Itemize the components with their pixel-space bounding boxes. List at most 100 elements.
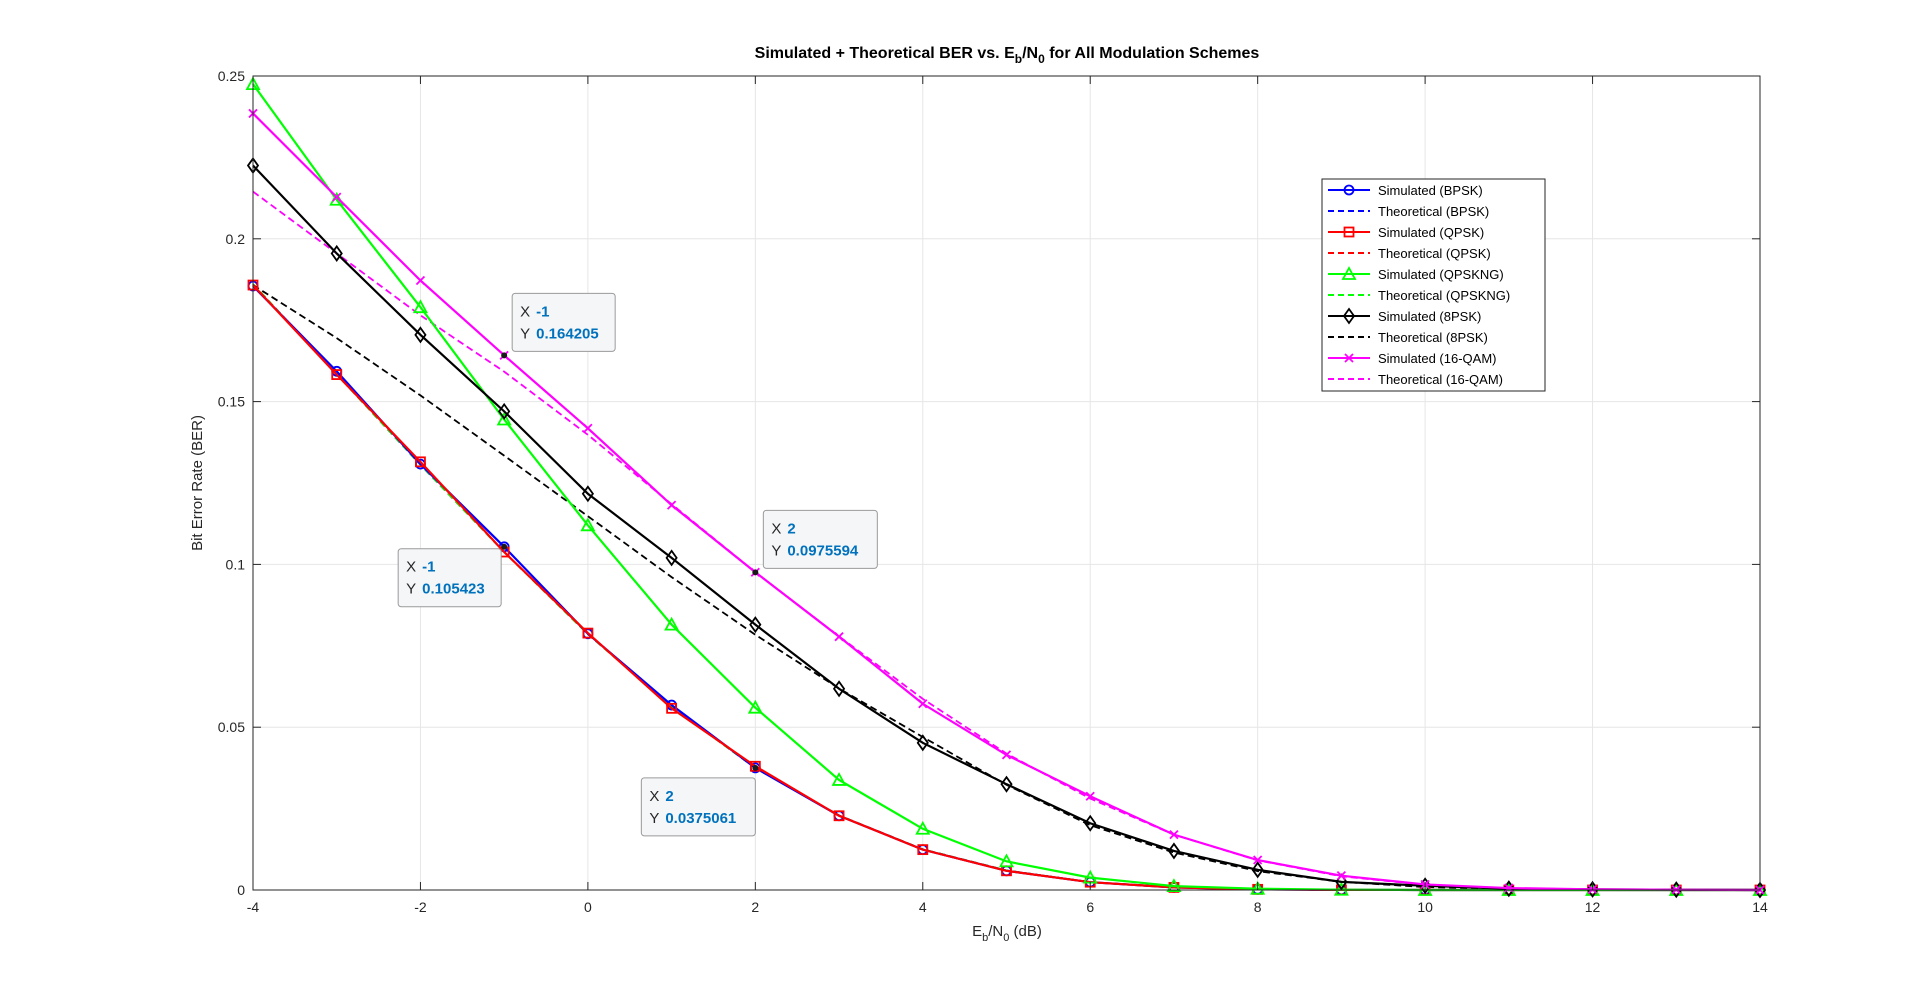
xlabel-sub-b: b <box>982 932 988 944</box>
datatip[interactable]: X -1 Y 0.164205 <box>501 292 616 359</box>
data-point <box>834 632 844 642</box>
legend-entry[interactable]: Theoretical (QPSK) <box>1328 246 1491 261</box>
datatip-box <box>762 509 878 569</box>
datatip-y-label: Y <box>649 810 659 827</box>
datatip-y-value: 0.164205 <box>536 325 599 342</box>
data-point <box>666 500 677 510</box>
legend-marker <box>1344 353 1354 363</box>
data-point <box>412 299 428 314</box>
legend-entry[interactable]: Simulated (QPSK) <box>1328 225 1484 240</box>
y-tick-label: 0 <box>237 882 245 898</box>
data-point <box>331 369 343 380</box>
datatip-point <box>752 764 759 771</box>
datatip-x-value: 2 <box>787 520 795 537</box>
legend-entry[interactable]: Simulated (BPSK) <box>1328 183 1483 198</box>
data-point <box>415 456 426 468</box>
y-tick-label: 0.2 <box>226 231 246 247</box>
y-tick-label: 0.05 <box>218 719 245 735</box>
x-tick-label: 12 <box>1585 899 1601 915</box>
title-sub-b: b <box>1015 52 1022 66</box>
data-point <box>1085 791 1095 801</box>
data-point <box>330 244 343 263</box>
legend-entry[interactable]: Simulated (8PSK) <box>1328 307 1481 325</box>
x-tick-label: 6 <box>1086 899 1094 915</box>
legend[interactable]: Simulated (BPSK) Theoretical (BPSK) Simula… <box>1321 178 1546 392</box>
data-point <box>583 423 593 433</box>
x-tick-label: 0 <box>584 899 592 915</box>
title-mid: /N <box>1022 45 1038 62</box>
datatip-point <box>752 569 759 576</box>
data-point <box>917 844 929 856</box>
legend-entry[interactable]: Theoretical (QPSKNG) <box>1328 288 1510 303</box>
data-point <box>747 699 763 714</box>
data-point <box>918 699 928 709</box>
data-point <box>1001 750 1012 760</box>
title-end: for All Modulation Schemes <box>1045 45 1260 62</box>
datatip-y-row: Y 0.105423 <box>406 581 485 598</box>
datatip-x-row: X -1 <box>406 559 435 576</box>
data-point <box>915 820 931 835</box>
legend-label: Simulated (16-QAM) <box>1378 351 1496 366</box>
y-tick-label: 0.15 <box>218 394 245 410</box>
data-point <box>831 772 847 786</box>
data-point <box>1253 855 1263 865</box>
datatip-x-label: X <box>771 520 781 537</box>
data-point <box>1502 880 1515 898</box>
legend-marker <box>1341 266 1357 280</box>
legend-label: Simulated (BPSK) <box>1378 183 1483 198</box>
xlabel-sub-0: 0 <box>1003 932 1009 944</box>
datatip[interactable]: X 2Y 0.0375061 <box>640 764 759 837</box>
xlabel-end: (dB) <box>1009 923 1042 940</box>
data-point <box>414 326 427 344</box>
datatip-y-row: Y 0.0375061 <box>649 810 736 827</box>
legend-marker <box>1343 226 1355 238</box>
data-point <box>415 275 426 286</box>
data-point <box>1251 861 1264 879</box>
xlabel-mid: /N <box>988 923 1003 940</box>
datatip-y-value: 0.0975594 <box>787 542 859 559</box>
data-point <box>1336 871 1347 881</box>
legend-label: Theoretical (QPSK) <box>1378 246 1491 261</box>
legend-label: Theoretical (16-QAM) <box>1378 372 1503 387</box>
data-point <box>1169 830 1179 840</box>
data-point <box>580 517 596 532</box>
y-tick-label: 0.1 <box>226 556 246 572</box>
legend-label: Theoretical (8PSK) <box>1378 330 1488 345</box>
y-tick-label: 0.25 <box>218 68 245 84</box>
data-point <box>665 549 678 567</box>
data-point <box>832 680 846 698</box>
legend-label: Simulated (QPSKNG) <box>1378 267 1504 282</box>
data-point <box>1167 842 1181 860</box>
legend-label: Simulated (8PSK) <box>1378 309 1481 324</box>
chart-title: Simulated + Theoretical BER vs. Eb/N0 fo… <box>755 45 1260 66</box>
legend-marker <box>1342 307 1356 325</box>
legend-entry[interactable]: Simulated (QPSKNG) <box>1328 266 1504 282</box>
title-main: Simulated + Theoretical BER vs. E <box>755 45 1015 62</box>
datatip-box <box>640 777 756 837</box>
legend-entry[interactable]: Theoretical (BPSK) <box>1328 204 1489 219</box>
legend-items: Simulated (BPSK) Theoretical (BPSK) Simula… <box>1328 183 1510 387</box>
data-point <box>582 627 594 639</box>
legend-entry[interactable]: Theoretical (8PSK) <box>1328 330 1488 345</box>
datatip[interactable]: X 2 Y 0.0975594 <box>752 509 878 576</box>
datatip-y-row: Y 0.164205 <box>520 325 599 342</box>
datatip-y-row: Y 0.0975594 <box>771 542 859 559</box>
datatip-box <box>511 292 616 352</box>
legend-entry[interactable]: Simulated (16-QAM) <box>1328 351 1496 366</box>
data-point <box>833 810 845 822</box>
datatip[interactable]: X -1 Y 0.105423 <box>397 543 508 608</box>
datatip-y-label: Y <box>520 325 530 342</box>
legend-entry[interactable]: Theoretical (16-QAM) <box>1328 372 1503 387</box>
axis-ticks: -4 -2 0 2 4 6 8 10 12 14 0 0.05 0.1 0.15 0.2 0.25 <box>218 68 1768 915</box>
datatip-x-label: X <box>520 303 530 320</box>
x-axis-label: Eb/N0 (dB) <box>972 923 1042 944</box>
datatip-y-label: Y <box>406 581 416 598</box>
data-point <box>998 853 1015 868</box>
datatip-y-value: 0.105423 <box>422 581 485 598</box>
legend-box <box>1321 178 1546 392</box>
datatip-y-value: 0.0375061 <box>665 810 736 827</box>
data-point <box>1166 878 1182 892</box>
title-sub-0: 0 <box>1038 52 1045 66</box>
y-axis-label: Bit Error Rate (BER) <box>189 415 206 551</box>
